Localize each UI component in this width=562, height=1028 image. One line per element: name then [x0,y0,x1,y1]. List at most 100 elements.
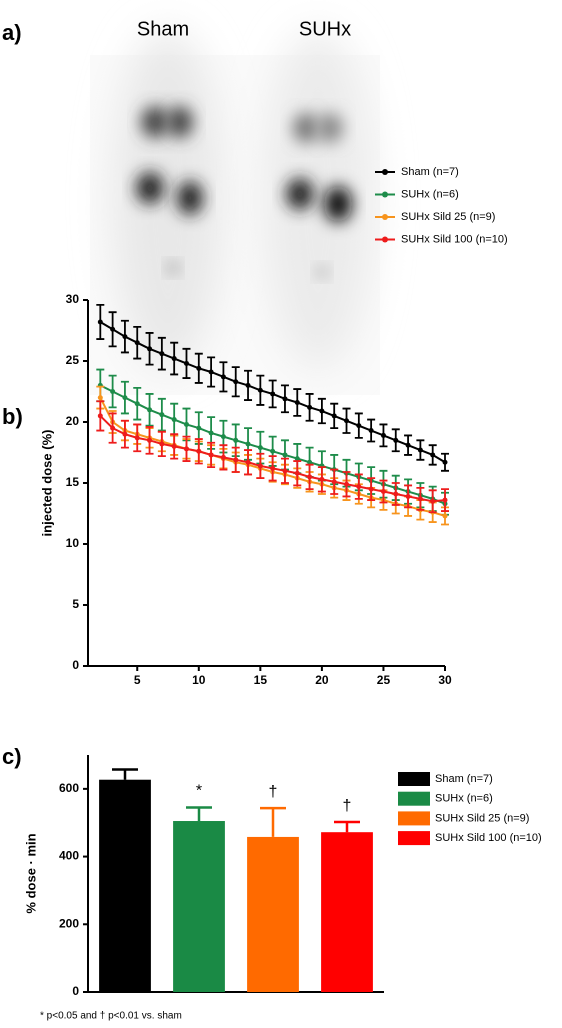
data-point [368,486,374,492]
legend-swatch [398,811,430,826]
legend-label: SUHx Sild 100 (n=10) [401,233,508,245]
legend-label: SUHx (n=6) [435,793,493,805]
data-point [183,446,189,452]
data-point [183,421,189,427]
x-tick-label: 15 [254,673,268,687]
y-tick-label: 10 [66,536,80,550]
error-bar [112,768,138,780]
footnote: * p<0.05 and † p<0.01 vs. sham [40,1011,182,1022]
image-title: Sham [137,18,189,40]
bar [99,779,151,992]
data-point [110,389,116,394]
data-point [97,395,103,401]
data-point [380,489,386,495]
y-tick-label: 0 [72,658,79,672]
data-point [110,326,116,332]
data-point [442,497,448,503]
data-point [208,430,214,436]
legend-label: SUHx (n=6) [401,188,459,200]
legend-marker [382,191,388,198]
y-tick-label: 400 [59,849,79,863]
data-point [307,474,313,480]
data-point [233,457,239,463]
data-point [159,441,165,447]
significance-mark: † [269,783,278,800]
data-point [159,412,165,418]
data-point [319,476,325,482]
y-tick-label: 600 [59,781,79,795]
data-point [171,356,177,362]
error-bar [260,806,286,837]
data-point [171,417,177,423]
data-point [257,445,263,451]
data-point [356,423,362,429]
data-point [430,498,436,504]
error-bar [334,820,360,833]
data-point [233,379,239,385]
data-point [356,484,362,490]
y-tick-label: 30 [66,292,80,306]
data-point [368,428,374,434]
data-point [393,437,399,443]
data-point [147,437,153,443]
legend-marker [382,169,388,175]
data-point [294,456,300,462]
data-point [110,425,116,431]
data-point [344,418,350,424]
panel-label: c) [2,744,22,769]
data-point [208,369,214,375]
data-point [307,459,313,465]
data-point [183,360,189,366]
data-point [442,513,448,519]
data-point [159,351,165,357]
data-point [294,399,300,405]
legend-swatch [398,831,430,846]
data-point [134,401,140,407]
data-point [134,435,140,441]
data-point [331,479,337,485]
data-point [196,425,202,431]
data-point [233,437,239,443]
data-point [196,448,202,454]
x-tick-label: 30 [438,673,452,687]
y-tick-label: 25 [66,353,80,367]
data-point [319,408,325,414]
data-point [282,468,288,474]
data-point [171,443,177,449]
bar [321,832,373,992]
y-tick-label: 20 [66,414,80,428]
data-point [196,365,202,371]
data-point [122,431,128,437]
legend-label: SUHx Sild 25 (n=9) [435,812,529,824]
data-point [97,319,103,325]
data-point [307,404,313,410]
data-point [405,442,411,448]
data-point [245,441,251,447]
data-point [294,470,300,476]
x-tick-label: 20 [315,673,329,687]
panel-label: b) [2,404,23,429]
data-point [220,454,226,460]
legend-swatch [398,791,430,806]
bar [247,836,299,992]
data-point [331,413,337,419]
data-point [270,465,276,471]
data-point [245,382,251,388]
data-point [430,452,436,458]
y-tick-label: 5 [72,597,79,611]
data-point [282,452,288,458]
x-tick-label: 10 [192,673,206,687]
data-point [220,374,226,380]
y-axis-label: injected dose (%) [39,430,54,537]
significance-mark: * [196,783,202,800]
legend-marker [382,236,388,243]
data-point [208,452,214,458]
data-point [147,407,153,413]
panel-label: a) [2,20,22,45]
legend-label: Sham (n=7) [401,166,459,178]
significance-mark: † [343,797,352,814]
data-point [270,448,276,454]
y-tick-label: 0 [72,984,79,998]
data-point [134,340,140,346]
